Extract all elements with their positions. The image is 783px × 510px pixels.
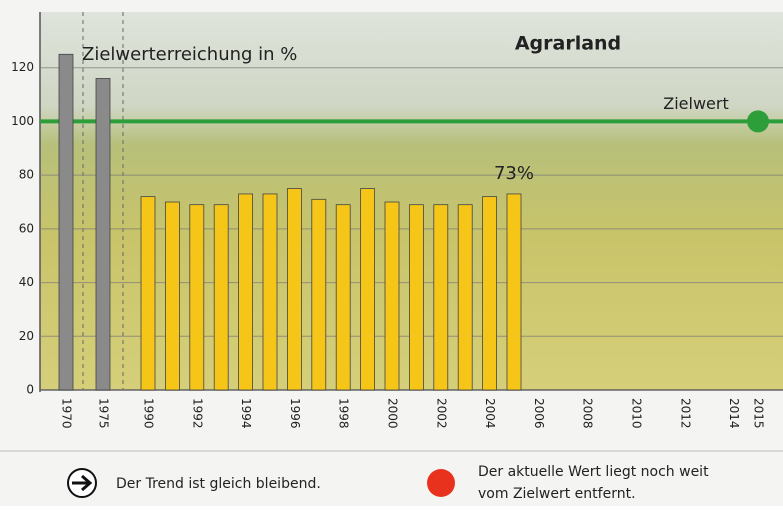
bar [506,193,522,391]
x-tick-label: 1998 [337,398,351,429]
x-tick-label: 2000 [386,398,400,429]
x-tick-label: 2015 [752,398,766,429]
trend-text: Der Trend ist gleich bleibend. [116,476,321,492]
target-marker [747,110,769,133]
x-tick-label: 1975 [97,398,111,429]
x-tick-label: 1994 [239,398,253,429]
y-tick-label: 100 [11,114,34,128]
y-tick-label: 20 [19,329,34,343]
bar [164,201,180,391]
x-tick-label: 2014 [727,398,741,429]
bar [262,193,278,391]
x-tick-label: 1990 [142,398,156,429]
y-tick-label: 40 [19,275,34,289]
bar [213,204,229,391]
bar [360,188,376,391]
status-icon [427,469,455,497]
bar [482,196,498,391]
bar [58,53,74,391]
x-tick-label: 1970 [60,398,74,429]
status-text: Der aktuelle Wert liegt noch weit [478,464,709,480]
target-label: Zielwert [663,94,728,113]
bar [335,204,351,391]
bar [286,188,302,391]
y-tick-label: 120 [11,60,34,74]
value-label: 73% [494,163,534,184]
bar [189,204,205,391]
x-tick-label: 1992 [190,398,204,429]
chart-title: Agrarland [515,33,621,55]
y-tick-label: 0 [26,383,34,397]
bar [238,193,254,391]
x-tick-label: 2008 [581,398,595,429]
bar [311,198,327,391]
y-tick-label: 80 [19,168,34,182]
bar [457,204,473,391]
x-tick-label: 2006 [532,398,546,429]
y-tick-label: 60 [19,221,34,235]
bar [408,204,424,391]
bar [95,78,111,391]
trend-arrow [72,474,93,492]
bar [433,204,449,391]
bar [384,201,400,391]
status-text: vom Zielwert entfernt. [478,486,636,502]
x-tick-label: 2012 [678,398,692,429]
x-tick-label: 2002 [434,398,448,429]
chart-subtitle: Zielwerterreichung in % [82,44,297,65]
x-tick-label: 1996 [288,398,302,429]
x-tick-label: 2004 [483,398,497,429]
x-tick-label: 2010 [630,398,644,429]
bar [140,196,156,391]
